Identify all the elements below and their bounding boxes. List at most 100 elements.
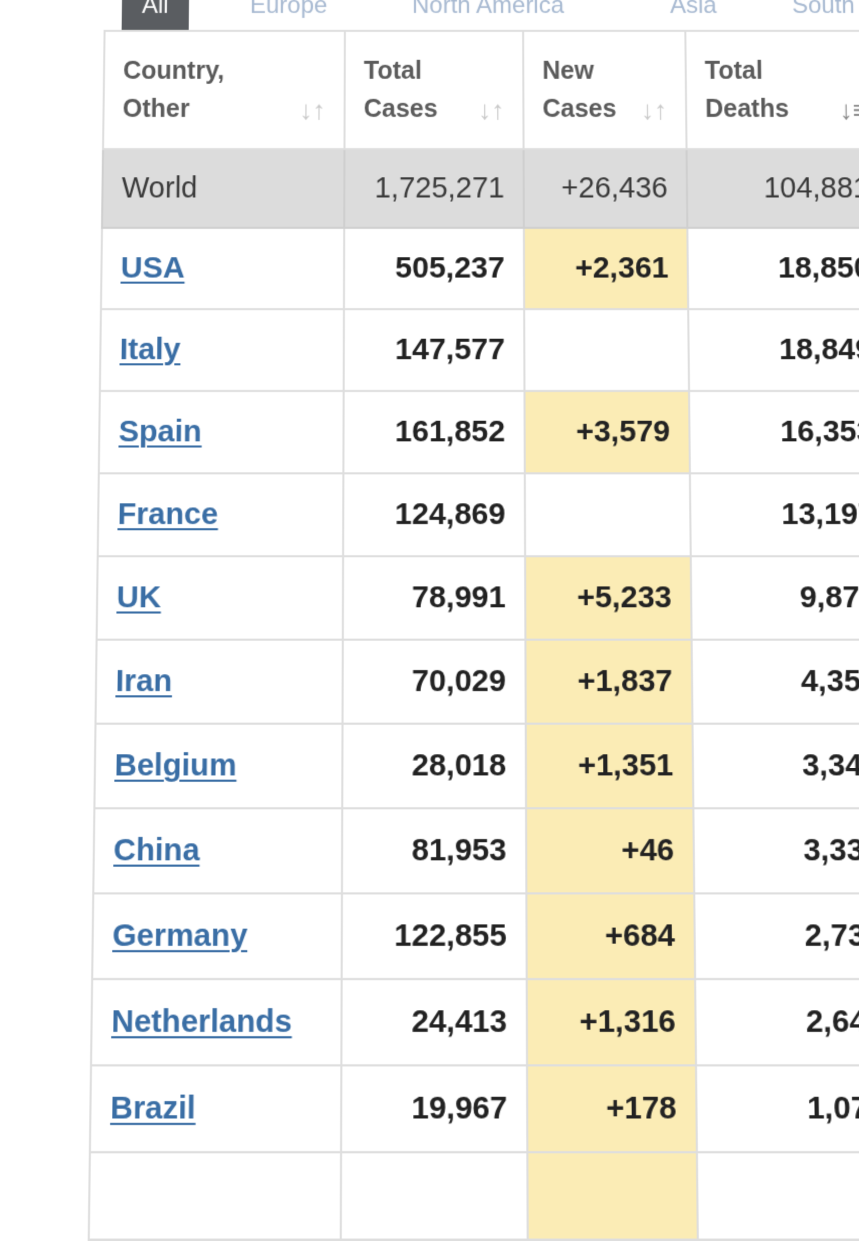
total-deaths-cell: 2,736 <box>694 893 859 979</box>
new-cases-cell <box>527 1152 697 1239</box>
tab-north-america[interactable]: North America <box>412 0 564 30</box>
total-cases-cell: 78,991 <box>343 556 526 639</box>
world-total-row: World 1,725,271 +26,436 104,881 <box>102 149 859 228</box>
country-cell: China <box>93 808 342 893</box>
country-link[interactable]: Netherlands <box>111 1004 292 1040</box>
total-deaths-cell: 3,346 <box>692 724 859 809</box>
total-deaths-cell: 13,197 <box>690 473 859 556</box>
table-row <box>89 1152 859 1239</box>
country-link[interactable]: China <box>113 833 200 868</box>
total-deaths-cell: 1,075 <box>696 1065 859 1152</box>
table-row: USA 505,237 +2,361 18,850 <box>101 228 859 309</box>
sort-icon[interactable]: ↓↑ <box>478 92 504 128</box>
total-cases-cell: 124,869 <box>343 473 525 556</box>
col-header-total-deaths[interactable]: Total Deaths ↓≡ <box>685 31 859 149</box>
country-cell: France <box>98 473 344 556</box>
country-link[interactable]: Iran <box>115 664 172 699</box>
country-cell: Spain <box>99 391 344 473</box>
country-link[interactable]: France <box>117 497 218 531</box>
total-cases-cell: 19,967 <box>341 1065 527 1152</box>
total-cases-cell: 147,577 <box>344 309 525 391</box>
new-cases-cell: +2,361 <box>524 228 688 309</box>
table-row: UK 78,991 +5,233 9,875 <box>97 556 859 639</box>
total-deaths-cell <box>697 1152 859 1239</box>
total-cases-cell <box>341 1152 528 1239</box>
table-row: Italy 147,577 18,849 <box>100 309 859 391</box>
total-cases-cell: 70,029 <box>343 640 526 724</box>
region-tabs: All Europe North America Asia South <box>122 0 859 30</box>
sort-icon[interactable]: ↓↑ <box>641 92 667 128</box>
new-cases-cell <box>525 473 691 556</box>
country-link[interactable]: Spain <box>118 415 201 449</box>
new-cases-cell: +178 <box>527 1065 697 1152</box>
new-cases-cell: +3,579 <box>524 391 689 473</box>
total-cases-cell: 28,018 <box>342 724 526 809</box>
total-cases-cell: 24,413 <box>341 979 527 1065</box>
world-new-cases: +26,436 <box>524 149 688 228</box>
total-cases-cell: 122,855 <box>342 893 527 979</box>
col-header-line: Cases <box>542 95 616 123</box>
total-deaths-cell: 18,849 <box>688 309 859 391</box>
country-cell: Belgium <box>94 724 342 809</box>
country-link[interactable]: Belgium <box>114 748 236 783</box>
world-name: World <box>102 149 344 228</box>
country-link[interactable]: Germany <box>112 918 247 953</box>
total-deaths-cell: 3,339 <box>693 808 859 893</box>
col-header-new-cases[interactable]: New Cases ↓↑ <box>523 31 686 149</box>
country-cell: Germany <box>92 893 342 979</box>
total-deaths-cell: 4,357 <box>692 640 859 724</box>
total-cases-cell: 161,852 <box>343 391 524 473</box>
sort-desc-icon[interactable]: ↓≡ <box>839 92 859 128</box>
table-row: Belgium 28,018 +1,351 3,346 <box>94 724 859 809</box>
world-total-deaths: 104,881 <box>687 149 859 228</box>
country-cell: Italy <box>100 309 344 391</box>
country-cell: Iran <box>96 640 343 724</box>
new-cases-cell: +46 <box>526 808 694 893</box>
col-header-line: Country, <box>123 57 224 85</box>
total-deaths-cell: 16,353 <box>689 391 859 473</box>
country-link[interactable]: USA <box>120 251 184 285</box>
total-cases-cell: 505,237 <box>344 228 524 309</box>
new-cases-cell: +5,233 <box>525 556 692 639</box>
tab-all[interactable]: All <box>122 0 189 30</box>
country-link[interactable]: Brazil <box>110 1090 196 1126</box>
new-cases-cell: +1,351 <box>526 724 694 809</box>
table-row: Iran 70,029 +1,837 4,357 <box>96 640 859 724</box>
col-header-line: Cases <box>364 95 438 123</box>
table-row: Spain 161,852 +3,579 16,353 <box>99 391 859 473</box>
sort-icon[interactable]: ↓↑ <box>299 92 325 128</box>
new-cases-cell <box>524 309 689 391</box>
country-link[interactable]: Italy <box>119 333 180 367</box>
tab-asia[interactable]: Asia <box>670 0 717 30</box>
country-cell: Netherlands <box>91 979 342 1065</box>
col-header-country[interactable]: Country, Other ↓↑ <box>103 31 345 149</box>
table-header-row: Country, Other ↓↑ Total Cases ↓↑ New Cases … <box>103 31 859 149</box>
table-row: Germany 122,855 +684 2,736 <box>92 893 859 979</box>
col-header-total-cases[interactable]: Total Cases ↓↑ <box>344 31 523 149</box>
col-header-line: Other <box>122 95 189 123</box>
new-cases-cell: +684 <box>526 893 695 979</box>
total-deaths-cell: 18,850 <box>687 228 859 309</box>
new-cases-cell: +1,837 <box>525 640 692 724</box>
country-link[interactable]: UK <box>116 580 161 614</box>
world-total-cases: 1,725,271 <box>344 149 524 228</box>
tab-europe[interactable]: Europe <box>250 0 328 30</box>
tab-south[interactable]: South <box>792 0 855 30</box>
total-deaths-cell: 9,875 <box>691 556 859 639</box>
new-cases-cell: +1,316 <box>527 979 696 1065</box>
col-header-line: Deaths <box>705 95 789 123</box>
col-header-line: Total <box>364 57 422 85</box>
col-header-line: Total <box>705 57 763 85</box>
country-cell <box>89 1152 341 1239</box>
table-row: Brazil 19,967 +178 1,075 <box>90 1065 859 1152</box>
total-cases-cell: 81,953 <box>342 808 526 893</box>
country-cell: UK <box>97 556 343 639</box>
total-deaths-cell: 2,643 <box>695 979 859 1065</box>
country-cell: USA <box>101 228 344 309</box>
table-row: China 81,953 +46 3,339 <box>93 808 859 893</box>
table-row: France 124,869 13,197 <box>98 473 859 556</box>
col-header-line: New <box>542 57 594 85</box>
country-cell: Brazil <box>90 1065 341 1152</box>
country-stats-table: Country, Other ↓↑ Total Cases ↓↑ New Cases … <box>88 30 859 1241</box>
